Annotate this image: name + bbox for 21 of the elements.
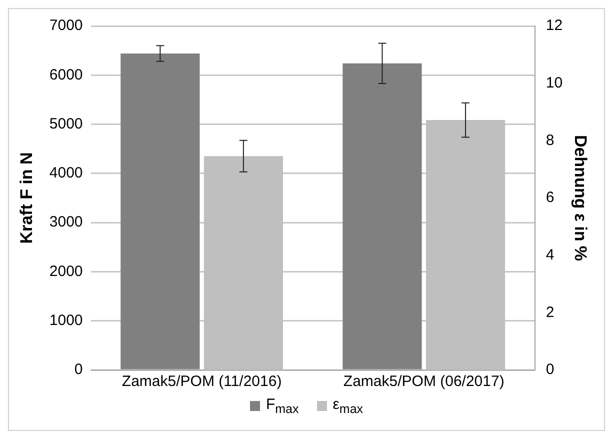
y2-tick-label: 8 bbox=[546, 132, 554, 149]
y2-tick-label: 4 bbox=[546, 246, 554, 264]
legend-label: ε$_{max}$ bbox=[332, 396, 364, 416]
y2-tick-label: 0 bbox=[546, 361, 554, 378]
y-axis-title: Kraft F in N bbox=[16, 152, 36, 244]
x-tick-label: Zamak5/POM (06/2017) bbox=[343, 373, 504, 390]
y-tick-label: 3000 bbox=[49, 214, 83, 231]
y2-tick-label: 6 bbox=[546, 189, 554, 206]
y-tick-label: 5000 bbox=[49, 115, 83, 132]
y2-tick-label: 10 bbox=[546, 74, 563, 92]
legend-label: F$_{max}$ bbox=[266, 396, 299, 416]
y2-tick-label: 2 bbox=[546, 304, 554, 321]
y-tick-label: 0 bbox=[74, 361, 83, 378]
y2-tick-label: 12 bbox=[546, 17, 563, 34]
y-tick-label: 7000 bbox=[49, 17, 83, 34]
y-tick-label: 1000 bbox=[49, 312, 83, 329]
y-tick-label: 4000 bbox=[49, 164, 83, 182]
y-tick-label: 2000 bbox=[49, 262, 83, 280]
x-tick-label: Zamak5/POM (11/2016) bbox=[122, 373, 282, 390]
y-tick-label: 6000 bbox=[49, 66, 83, 84]
y2-axis-title: Dehnung ε in % bbox=[571, 134, 590, 262]
